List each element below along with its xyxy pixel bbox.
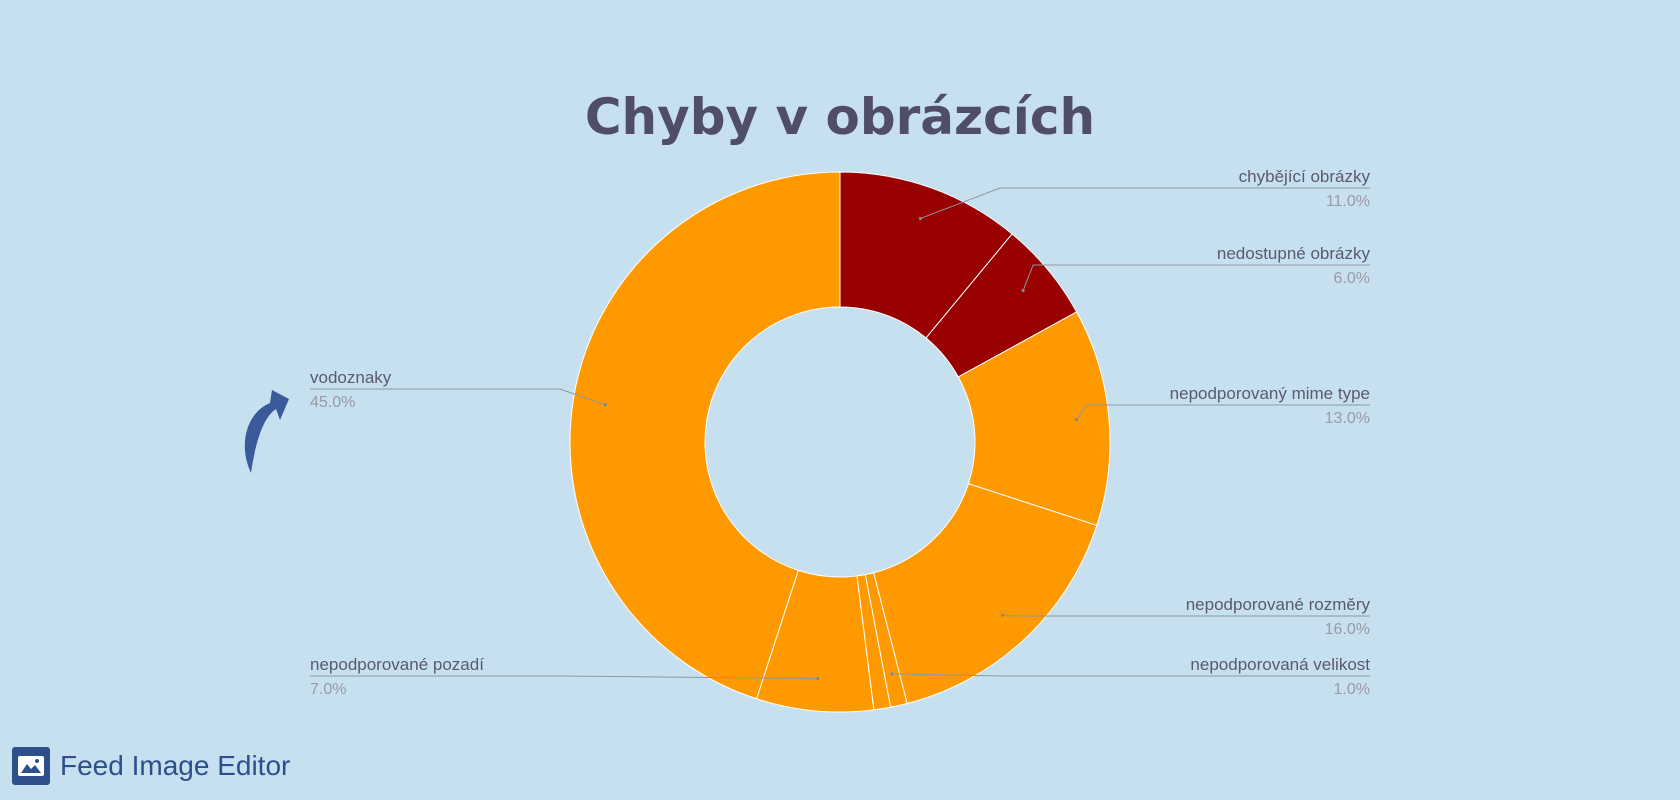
brand-name: Feed Image Editor: [60, 750, 291, 781]
leader-line-1: [1022, 264, 1370, 291]
leader-dot-3: [1001, 613, 1005, 617]
slice-label-6: nepodporované pozadí: [310, 655, 484, 674]
slice-7: [569, 171, 841, 700]
donut-slices: [569, 171, 1111, 713]
slice-value-1: 6.0%: [1334, 270, 1370, 287]
slice-2: [957, 311, 1111, 527]
slice-value-0: 11.0%: [1326, 193, 1370, 210]
slice-value-3: 16.0%: [1325, 621, 1370, 638]
slice-label-0: chybějící obrázky: [1239, 167, 1371, 186]
slice-value-2: 13.0%: [1325, 410, 1370, 427]
slice-label-3: nepodporované rozměry: [1186, 595, 1371, 614]
leader-dot-4: [890, 672, 894, 676]
slice-labels: chybějící obrázky 11.0% nedostupné obrázky…: [310, 167, 1370, 698]
leader-line-3: [1002, 614, 1370, 617]
image-icon: [12, 747, 50, 785]
chart-title: Chyby v obrázcích: [585, 88, 1095, 146]
slice-value-4: 1.0%: [1334, 681, 1370, 698]
leader-dot-0: [918, 216, 923, 221]
leader-line-6: [310, 675, 818, 680]
leader-line-2: [1076, 404, 1370, 420]
slice-label-1: nedostupné obrázky: [1217, 244, 1371, 263]
slice-value-7: 45.0%: [310, 394, 355, 411]
curved-arrow-icon: [244, 390, 289, 473]
slice-value-6: 7.0%: [310, 681, 346, 698]
leader-dot-2: [1074, 418, 1079, 422]
slice-3: [872, 483, 1098, 705]
slice-label-4: nepodporovaná velikost: [1190, 655, 1370, 674]
brand: Feed Image Editor: [12, 746, 290, 786]
leader-dot-6: [816, 676, 820, 681]
slice-label-7: vodoznaky: [310, 368, 392, 387]
leader-line-0: [920, 187, 1370, 219]
leader-line-4: [891, 673, 1370, 677]
slice-label-2: nepodporovaný mime type: [1170, 384, 1370, 403]
leader-dot-7: [603, 403, 607, 407]
leader-line-7: [310, 388, 606, 406]
leader-dot-1: [1021, 288, 1025, 293]
